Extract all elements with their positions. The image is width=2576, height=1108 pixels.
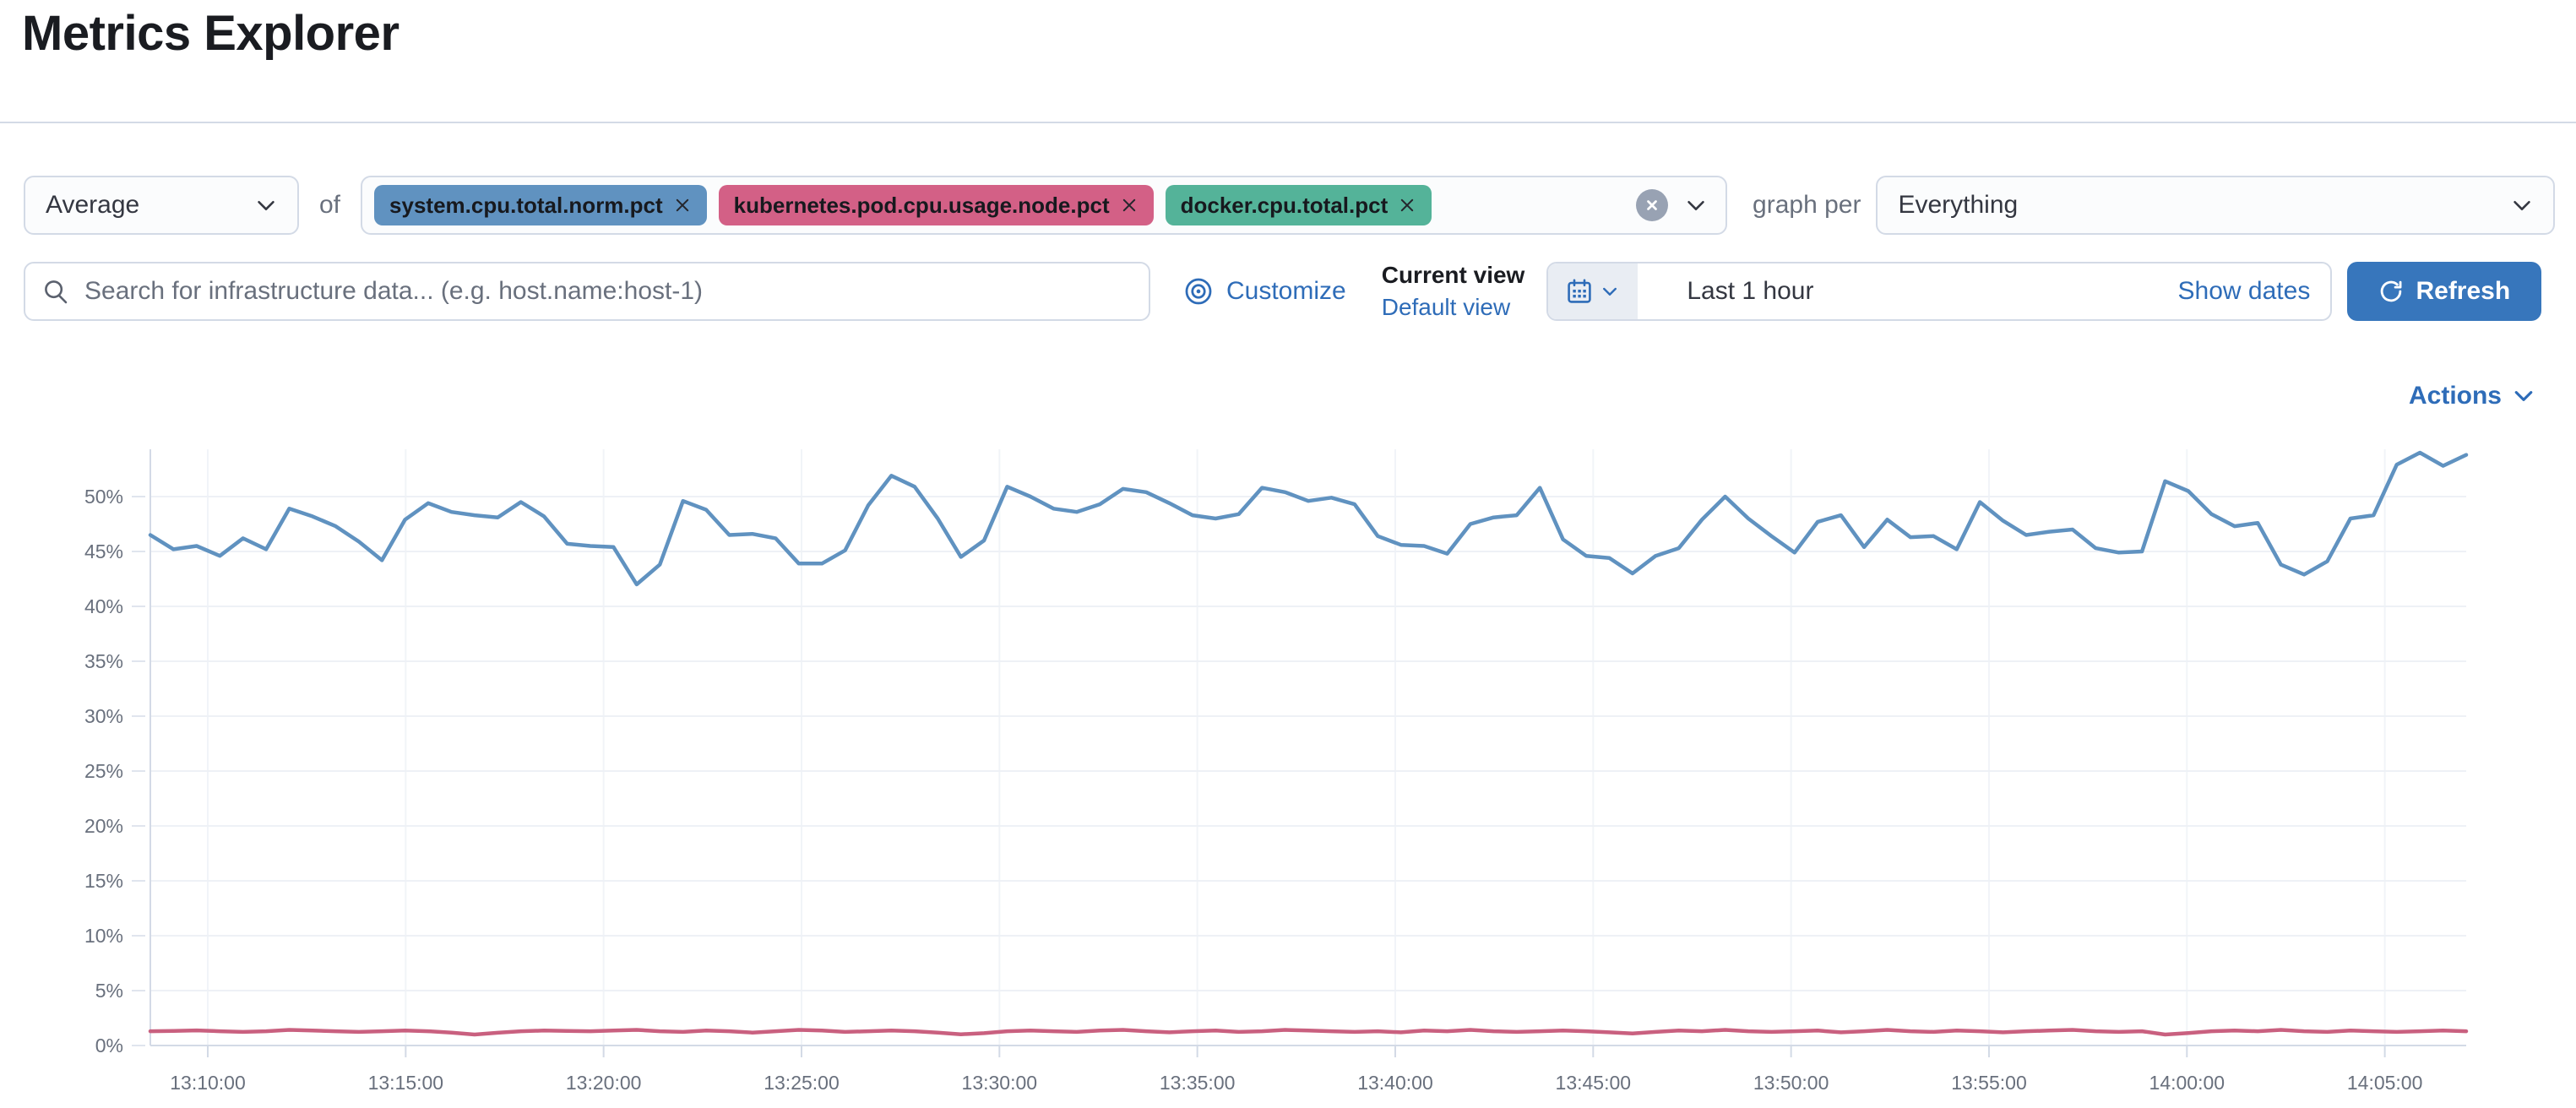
show-dates-button[interactable]: Show dates — [2177, 277, 2311, 305]
calendar-icon — [1568, 279, 1592, 303]
metric-pill[interactable]: kubernetes.pod.cpu.usage.node.pct — [718, 185, 1154, 225]
chevron-down-icon[interactable] — [1683, 193, 1709, 218]
aggregation-value: Average — [46, 191, 140, 219]
x-tick-label: 13:40:00 — [1357, 1072, 1433, 1094]
metric-combobox[interactable]: system.cpu.total.norm.pct kubernetes.pod.… — [361, 176, 1728, 235]
y-tick-label: 30% — [84, 705, 123, 727]
y-tick-label: 35% — [84, 650, 123, 672]
default-view-link[interactable]: Default view — [1381, 294, 1511, 320]
x-tick-label: 13:15:00 — [368, 1072, 444, 1094]
date-picker[interactable]: Last 1 hour Show dates — [1546, 262, 2333, 321]
x-tick-label: 14:00:00 — [2149, 1072, 2225, 1094]
actions-label: Actions — [2408, 382, 2502, 410]
x-tick-label: 13:55:00 — [1951, 1072, 2027, 1094]
x-tick-label: 13:30:00 — [962, 1072, 1038, 1094]
graph-per-label: graph per — [1753, 191, 1861, 219]
x-tick-label: 13:45:00 — [1556, 1072, 1632, 1094]
series-line-system.cpu.total.norm.pct — [148, 450, 2469, 587]
metric-pill[interactable]: system.cpu.total.norm.pct — [374, 185, 707, 225]
chevron-down-icon — [1603, 287, 1617, 296]
y-tick-label: 10% — [84, 925, 123, 947]
search-input[interactable] — [84, 277, 1132, 306]
time-range-value[interactable]: Last 1 hour — [1687, 277, 1814, 305]
y-tick-label: 50% — [84, 486, 123, 508]
series-line-kubernetes.pod.cpu.usage.node.pct — [148, 1028, 2469, 1037]
x-tick-label: 13:50:00 — [1753, 1072, 1829, 1094]
y-tick-label: 0% — [95, 1035, 123, 1056]
x-tick-label: 14:05:00 — [2347, 1072, 2423, 1094]
refresh-label: Refresh — [2416, 277, 2511, 305]
refresh-button[interactable]: Refresh — [2347, 262, 2542, 321]
x-tick-label: 13:10:00 — [170, 1072, 246, 1094]
chart-actions-button[interactable]: Actions — [2409, 382, 2535, 410]
metric-pill-list: system.cpu.total.norm.pct kubernetes.pod.… — [374, 185, 1432, 225]
search-box[interactable] — [24, 262, 1150, 321]
remove-metric-icon[interactable] — [1120, 196, 1139, 215]
current-view-label: Current view — [1381, 262, 1525, 288]
controls-icon — [1185, 278, 1212, 305]
chevron-down-icon — [258, 200, 274, 210]
saved-views: Current view Default view — [1382, 262, 1525, 321]
remove-metric-icon[interactable] — [673, 196, 692, 215]
search-row: Customize Current view Default view Last… — [24, 262, 2555, 321]
chevron-down-icon — [2514, 391, 2533, 401]
quick-select-button[interactable] — [1548, 263, 1639, 319]
chevron-down-icon — [2514, 200, 2530, 210]
y-tick-label: 20% — [84, 815, 123, 837]
clear-all-metrics-button[interactable] — [1636, 189, 1669, 221]
y-tick-label: 5% — [95, 980, 123, 1002]
customize-label: Customize — [1226, 277, 1346, 305]
header-divider — [0, 122, 2576, 123]
metric-pill[interactable]: docker.cpu.total.pct — [1165, 185, 1432, 225]
y-tick-label: 25% — [84, 760, 123, 782]
metric-pill-label: kubernetes.pod.cpu.usage.node.pct — [733, 192, 1110, 218]
aggregation-select[interactable]: Average — [24, 176, 299, 235]
metric-builder-row: Average of system.cpu.total.norm.pct kube… — [24, 176, 2555, 235]
x-tick-label: 13:35:00 — [1160, 1072, 1236, 1094]
page-title: Metrics Explorer — [22, 6, 399, 61]
of-label: of — [319, 191, 341, 219]
metrics-chart[interactable]: 13:10:00 13:15:00 13:20:00 13:25:00 13:30:00… — [51, 431, 2542, 1106]
x-tick-label: 13:25:00 — [764, 1072, 840, 1094]
graph-per-select[interactable]: Everything — [1876, 176, 2555, 235]
refresh-icon — [2381, 280, 2402, 302]
metric-pill-label: system.cpu.total.norm.pct — [389, 192, 663, 218]
clear-icon — [1647, 200, 1657, 210]
y-tick-label: 45% — [84, 540, 123, 562]
x-tick-label: 13:20:00 — [566, 1072, 642, 1094]
remove-metric-icon[interactable] — [1398, 196, 1416, 215]
metric-pill-label: docker.cpu.total.pct — [1180, 192, 1389, 218]
y-tick-label: 15% — [84, 870, 123, 892]
graph-per-value: Everything — [1898, 191, 2019, 219]
search-icon — [45, 280, 68, 304]
customize-button[interactable]: Customize — [1184, 277, 1346, 306]
y-tick-label: 40% — [84, 595, 123, 617]
